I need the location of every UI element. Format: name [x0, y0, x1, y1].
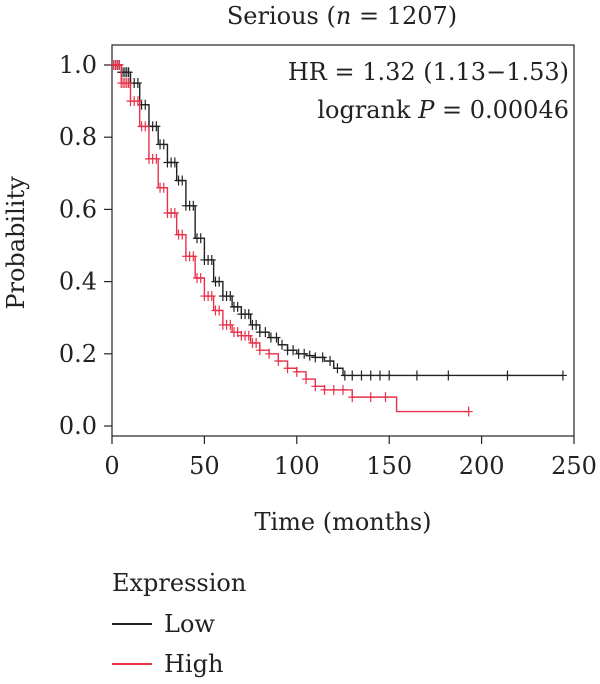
censor-mark-low-65 — [444, 370, 453, 381]
x-tick-label-2: 100 — [274, 452, 320, 480]
censor-mark-high-53 — [339, 384, 347, 395]
logrank-suffix: = 0.00046 — [434, 96, 569, 124]
censor-mark-high-13 — [141, 121, 150, 132]
censor-mark-high-36 — [226, 319, 235, 330]
censor-mark-high-44 — [255, 345, 264, 356]
censor-mark-low-18 — [159, 139, 168, 150]
censor-mark-low-67 — [558, 370, 567, 381]
censor-mark-high-23 — [178, 229, 187, 240]
censor-mark-high-21 — [170, 208, 179, 219]
chart-title-n: n — [336, 2, 351, 30]
y-tick-label-3: 0.6 — [59, 195, 97, 223]
censor-mark-high-49 — [302, 374, 311, 385]
censor-mark-low-36 — [226, 291, 235, 302]
censor-mark-low-61 — [366, 370, 375, 381]
plot-frame — [111, 44, 575, 437]
censor-mark-low-60 — [357, 370, 366, 381]
censor-mark-low-45 — [261, 327, 270, 338]
censor-mark-low-59 — [348, 370, 357, 381]
legend-entry-low: Low — [112, 604, 246, 644]
censor-mark-low-58 — [340, 370, 349, 381]
censor-mark-low-63 — [385, 370, 394, 381]
x-tick-label-4: 200 — [459, 452, 505, 480]
y-axis-label: Probability — [2, 176, 30, 310]
legend-label-low: Low — [164, 610, 215, 638]
y-tick-label-4: 0.8 — [59, 123, 97, 151]
censor-mark-low-55 — [318, 352, 327, 363]
censor-mark-high-52 — [329, 384, 338, 395]
censor-mark-low-13 — [141, 99, 150, 110]
censor-mark-high-56 — [381, 392, 390, 403]
x-tick-label-5: 250 — [551, 452, 597, 480]
censor-mark-low-41 — [244, 309, 253, 320]
censor-mark-low-43 — [252, 319, 261, 330]
censor-mark-high-47 — [283, 363, 292, 374]
censor-mark-high-11 — [133, 96, 142, 107]
censor-mark-high-55 — [366, 392, 375, 403]
legend-title: Expression — [112, 569, 247, 597]
y-tick-label-2: 0.4 — [59, 268, 97, 296]
censor-mark-high-33 — [215, 305, 224, 316]
censor-mark-low-28 — [196, 233, 205, 244]
hazard-ratio-annotation: HR = 1.32 (1.13−1.53) — [288, 58, 569, 86]
censor-mark-low-8 — [124, 67, 133, 78]
censor-mark-high-16 — [152, 153, 161, 164]
y-tick-label-1: 0.2 — [59, 340, 97, 368]
censor-mark-high-45 — [265, 348, 274, 359]
censor-mark-low-48 — [278, 339, 287, 350]
censor-mark-high-3 — [115, 60, 124, 70]
censor-mark-low-21 — [170, 157, 179, 168]
censor-mark-low-62 — [375, 370, 384, 381]
y-tick-label-5: 1.0 — [59, 51, 97, 79]
censor-mark-low-16 — [152, 121, 161, 132]
y-tick-label-0: 0.0 — [59, 412, 97, 440]
censor-mark-low-54 — [311, 352, 320, 363]
x-tick-label-1: 50 — [189, 452, 220, 480]
censor-mark-high-41 — [244, 330, 253, 341]
censor-mark-low-33 — [215, 276, 224, 287]
censor-mark-high-50 — [311, 381, 320, 392]
chart-title-part-3: = 1207) — [351, 2, 457, 30]
series-layer — [109, 60, 567, 417]
censor-mark-low-56 — [326, 356, 335, 367]
censor-mark-low-50 — [289, 345, 298, 356]
x-tick-label-3: 150 — [366, 452, 412, 480]
x-tick-label-0: 0 — [104, 452, 119, 480]
censor-mark-high-26 — [189, 251, 198, 262]
censor-mark-low-57 — [333, 363, 342, 374]
chart-title: Serious (n = 1207) — [227, 2, 457, 30]
censor-mark-high-8 — [124, 78, 133, 89]
logrank-annotation: logrank P = 0.00046 — [317, 96, 569, 124]
legend: Expression Low High — [112, 566, 246, 684]
censor-mark-high-31 — [207, 291, 216, 302]
censor-mark-high-28 — [196, 272, 205, 283]
censor-mark-high-57 — [464, 406, 473, 417]
censor-mark-high-54 — [348, 392, 357, 403]
legend-label-high: High — [164, 650, 224, 678]
censor-mark-low-64 — [412, 370, 421, 381]
chart-title-part-1: Serious ( — [227, 2, 336, 30]
censor-mark-low-31 — [207, 254, 216, 265]
censor-mark-low-47 — [272, 332, 281, 343]
legend-swatch-low — [112, 623, 152, 625]
logrank-p: P — [417, 96, 435, 124]
axis-ticks: 0 50 100 150 200 250 0.0 0.2 0.4 0.6 0.8 1.0 — [59, 51, 597, 480]
censor-mark-low-53 — [305, 350, 314, 361]
legend-entry-high: High — [112, 644, 246, 684]
logrank-prefix: logrank — [317, 96, 418, 124]
legend-swatch-high — [112, 663, 152, 665]
censor-mark-high-48 — [292, 366, 301, 377]
x-axis-label: Time (months) — [254, 508, 431, 536]
censor-mark-low-66 — [503, 370, 512, 381]
censor-mark-high-18 — [159, 182, 168, 193]
censor-mark-low-38 — [233, 301, 242, 312]
censor-mark-low-52 — [300, 348, 309, 359]
censor-mark-low-11 — [133, 78, 142, 89]
censor-mark-low-23 — [178, 175, 187, 186]
censor-mark-high-43 — [252, 337, 261, 348]
censor-mark-high-51 — [320, 384, 329, 395]
censor-mark-high-46 — [274, 356, 283, 367]
censor-mark-low-26 — [189, 200, 198, 211]
survival-chart: Serious (n = 1207) HR = 1.32 (1.13−1.53)… — [2, 2, 597, 536]
